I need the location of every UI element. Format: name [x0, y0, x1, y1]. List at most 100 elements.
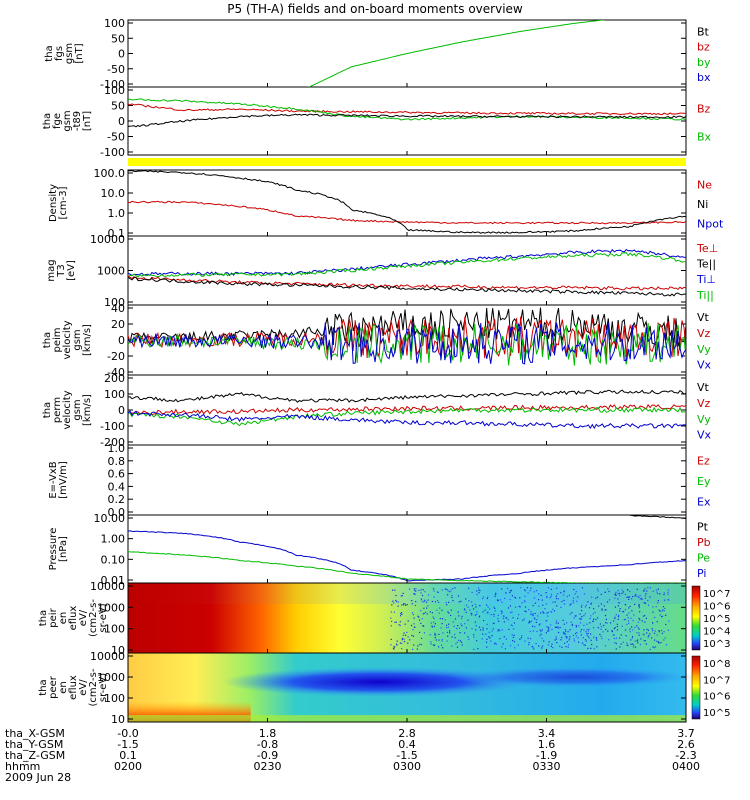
ion-spectrogram-speck: [652, 611, 654, 613]
ion-spectrogram-speck: [634, 646, 637, 648]
ion-spectrogram-speck: [446, 624, 448, 626]
ion-spectrogram-speck: [583, 615, 585, 617]
ion-spectrogram-speck: [538, 599, 540, 601]
ion-spectrogram-speck: [430, 643, 432, 645]
ion-spectrogram-speck: [500, 610, 502, 612]
ion-spectrogram-speck: [661, 610, 663, 612]
y-tick-label: 50: [111, 32, 125, 45]
y-tick-label: 200: [104, 372, 125, 385]
ion-spectrogram-speck: [564, 633, 566, 636]
panel-ion_spec: 10000 1000 100 10 tha peir en eflux eV/(cm2-s-sr…: [38, 580, 730, 657]
ion-spectrogram-speck: [394, 589, 396, 591]
ion-spectrogram-speck: [614, 627, 616, 629]
x-tick-label-z: -2.3: [675, 749, 696, 762]
ion-spectrogram-speck: [426, 607, 428, 609]
ion-spectrogram-speck: [433, 590, 435, 592]
panel-frame: [127, 444, 687, 516]
ion-spectrogram-speck: [423, 632, 425, 634]
y-tick-label: 0: [118, 404, 125, 417]
ion-spectrogram-speck: [630, 617, 632, 619]
ion-spectrogram-speck: [400, 615, 402, 617]
ion-spectrogram-speck: [503, 615, 505, 617]
ion-spectrogram-speck: [647, 629, 649, 631]
ion-spectrogram-speck: [441, 638, 443, 641]
ion-spectrogram-speck: [458, 639, 460, 641]
colorbar: [691, 655, 701, 720]
ion-spectrogram-speck: [489, 608, 491, 610]
ion-spectrogram-speck: [404, 634, 407, 636]
ion-spectrogram-speck: [579, 622, 582, 624]
ion-spectrogram-speck: [590, 615, 592, 617]
ion-spectrogram-speck: [422, 589, 424, 591]
series-ivel-Vx: [128, 410, 686, 430]
y-tick-label: 10000: [90, 580, 125, 593]
ion-spectrogram-speck: [469, 609, 471, 611]
ion-spectrogram-speck: [423, 607, 425, 609]
ion-spectrogram-speck: [663, 594, 665, 596]
ion-spectrogram-speck: [518, 605, 520, 607]
ion-spectrogram-speck: [634, 603, 636, 605]
ion-spectrogram-speck: [517, 617, 519, 619]
ion-spectrogram-speck: [512, 617, 514, 619]
legend-label: Vz: [697, 397, 711, 410]
y-tick-label: 0: [118, 334, 125, 347]
x-axis-ephemeris: -0.0-1.50.102001.8-0.8-0.902302.80.4-1.5…: [5, 83, 700, 784]
legend-label: Bt: [697, 25, 710, 38]
ion-spectrogram-speck: [552, 647, 554, 649]
ion-spectrogram-speck: [559, 626, 561, 629]
ion-spectrogram-speck: [394, 621, 396, 623]
ion-spectrogram-speck: [398, 624, 400, 626]
series-ivel-Vt: [128, 389, 686, 403]
ion-spectrogram-speck: [644, 597, 646, 599]
ion-spectrogram-speck: [643, 602, 645, 604]
ion-spectrogram-speck: [471, 601, 473, 603]
x-tick-label-t: 0400: [672, 760, 700, 773]
ion-spectrogram-speck: [564, 642, 566, 644]
ion-spectrogram-speck: [531, 645, 533, 648]
ion-spectrogram-speck: [551, 628, 553, 631]
ion-spectrogram-speck: [452, 621, 454, 623]
ion-spectrogram-speck: [434, 632, 436, 634]
ion-spectrogram-speck: [626, 642, 628, 644]
ion-spectrogram-speck: [631, 598, 633, 600]
ion-spectrogram-speck: [532, 614, 534, 617]
ion-spectrogram-speck: [483, 596, 485, 598]
ion-spectrogram-speck: [434, 623, 436, 625]
ion-spectrogram-speck: [401, 595, 403, 597]
legend-label: Pb: [697, 536, 711, 549]
ion-spectrogram-speck: [423, 625, 425, 627]
ion-spectrogram-speck: [507, 619, 509, 621]
ion-spectrogram-speck: [451, 645, 453, 647]
ion-spectrogram-speck: [518, 614, 520, 616]
ion-spectrogram-speck: [646, 628, 648, 630]
ion-spectrogram-speck: [616, 623, 618, 625]
ion-spectrogram-speck: [446, 604, 448, 606]
ion-spectrogram-speck: [474, 603, 476, 606]
ion-spectrogram-speck: [632, 636, 634, 638]
ion-spectrogram-speck: [571, 612, 573, 614]
ion-spectrogram-speck: [468, 638, 470, 641]
colorbar: [691, 585, 701, 651]
ion-spectrogram-speck: [566, 636, 568, 638]
ion-spectrogram-speck: [402, 604, 404, 606]
panel-frame: [127, 169, 687, 237]
series-temp-Te||: [128, 276, 686, 297]
ion-spectrogram-speck: [628, 598, 630, 600]
y-tick-label: 100.0: [94, 167, 126, 180]
ion-spectrogram-speck: [460, 600, 462, 602]
ion-spectrogram-speck: [548, 626, 550, 628]
x-tick-label-y: -0.8: [257, 738, 278, 751]
ion-spectrogram-speck: [517, 644, 519, 646]
ion-spectrogram-speck: [529, 590, 531, 592]
ion-spectrogram-speck: [614, 642, 616, 644]
ion-spectrogram-speck: [648, 635, 650, 637]
ion-spectrogram-speck: [493, 613, 495, 615]
ion-spectrogram-speck: [419, 631, 421, 633]
ion-spectrogram-speck: [607, 588, 609, 590]
panel-density: 100.0 10.0 1.0 0.1 Density [cm-3] Ne Ni Npot: [48, 167, 724, 240]
ion-spectrogram-speck: [638, 634, 640, 636]
ion-spectrogram-speck: [415, 601, 417, 603]
ion-spectrogram-speck: [563, 591, 565, 593]
ion-spectrogram-speck: [510, 624, 512, 626]
ion-spectrogram-speck: [440, 627, 442, 629]
